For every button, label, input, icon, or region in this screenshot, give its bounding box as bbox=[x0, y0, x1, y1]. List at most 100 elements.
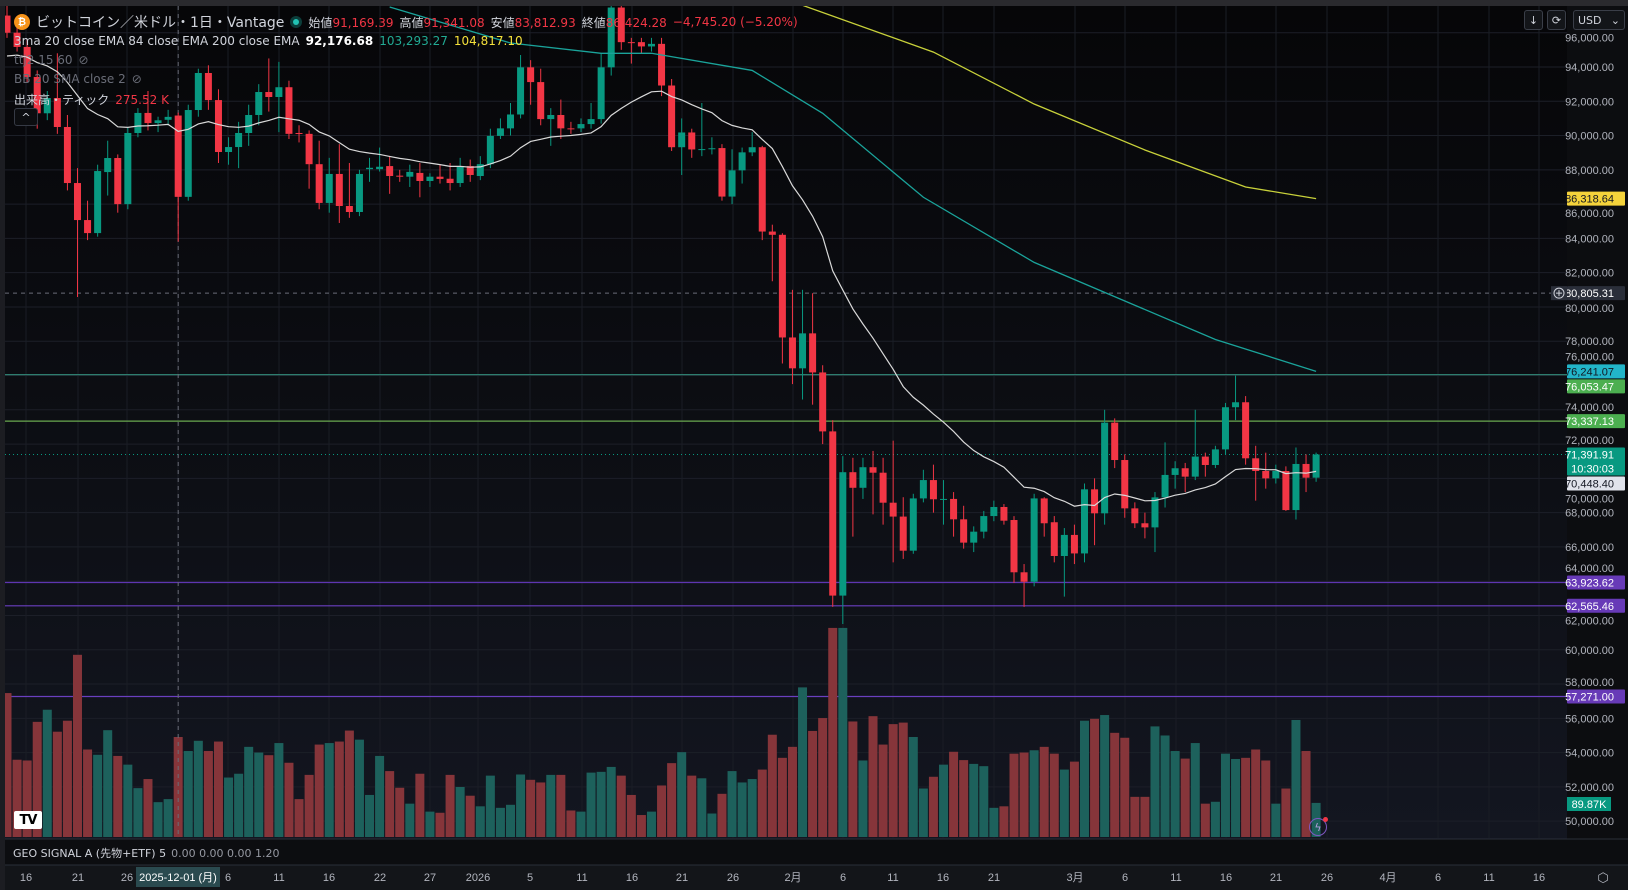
candle bbox=[1050, 516, 1058, 563]
volume-bar bbox=[183, 751, 193, 837]
time-axis-label: 26 bbox=[727, 872, 739, 884]
candle-body bbox=[1242, 402, 1250, 459]
candle bbox=[396, 169, 404, 182]
time-axis-label: 16 bbox=[1220, 872, 1232, 884]
candle-body bbox=[486, 135, 494, 165]
price-axis-label: 88,000.00 bbox=[1565, 165, 1614, 177]
candle-body bbox=[909, 498, 917, 551]
candle-body bbox=[1040, 498, 1048, 524]
candle bbox=[305, 130, 313, 189]
bb-label[interactable]: BB 20 SMA close 2 bbox=[14, 72, 126, 86]
candle-body bbox=[33, 76, 41, 114]
volume-bar bbox=[1210, 801, 1220, 837]
lightning-alert-icon[interactable]: ϟ bbox=[1309, 817, 1328, 836]
ema-label[interactable]: 3ma 20 close EMA 84 close EMA 200 close … bbox=[14, 34, 300, 48]
volume-bar bbox=[667, 763, 677, 837]
candle-body bbox=[1312, 454, 1320, 478]
geo-signal-name[interactable]: GEO SIGNAL A (先物+ETF) 5 bbox=[13, 847, 167, 860]
candle bbox=[355, 169, 363, 217]
volume-label[interactable]: 出来高・ティック bbox=[14, 93, 110, 107]
price-axis-label: 92,000.00 bbox=[1565, 96, 1614, 108]
candle bbox=[13, 25, 21, 52]
settings-icon[interactable]: ⬡ bbox=[1597, 871, 1608, 886]
bb-legend[interactable]: BB 20 SMA close 2 ⊘ bbox=[14, 72, 142, 86]
geo-signal-legend[interactable]: GEO SIGNAL A (先物+ETF) 5 0.00 0.00 0.00 1… bbox=[10, 845, 283, 861]
candle bbox=[748, 132, 756, 157]
volume-bar bbox=[1190, 743, 1200, 837]
candle bbox=[668, 78, 676, 151]
volume-bar bbox=[62, 720, 72, 837]
candle-body bbox=[466, 166, 474, 175]
candle bbox=[839, 456, 847, 625]
candle-body bbox=[1151, 497, 1159, 528]
candle bbox=[366, 157, 374, 182]
volume-bar bbox=[1019, 752, 1029, 837]
volume-bar bbox=[213, 741, 223, 837]
volume-legend[interactable]: 出来高・ティック 275.52 K bbox=[14, 91, 169, 108]
time-axis-background bbox=[5, 865, 1628, 890]
volume-bar bbox=[1241, 757, 1251, 837]
candle bbox=[647, 37, 655, 52]
hidden-indicator-label[interactable]: ttj2 15 60 bbox=[14, 53, 73, 67]
candle-body bbox=[376, 166, 384, 170]
candle bbox=[909, 493, 917, 554]
candle-body bbox=[134, 112, 142, 133]
plus-icon-cross bbox=[1556, 290, 1562, 297]
volume-bar bbox=[747, 779, 757, 837]
price-badge-bg bbox=[1567, 447, 1625, 476]
volume-bar bbox=[1231, 758, 1241, 837]
volume-bar bbox=[254, 752, 264, 837]
candle bbox=[758, 145, 766, 241]
time-axis-label: 16 bbox=[626, 872, 638, 884]
candle-body bbox=[547, 114, 555, 120]
ema20-line bbox=[6, 54, 1317, 507]
low-value: 83,812.93 bbox=[514, 15, 576, 30]
market-status-icon[interactable] bbox=[290, 16, 303, 28]
currency-select[interactable]: USD ⌄ bbox=[1573, 10, 1625, 30]
candle-body bbox=[607, 7, 615, 68]
candle-body bbox=[960, 519, 968, 543]
sync-button[interactable]: ⟳ bbox=[1547, 10, 1566, 30]
symbol-title[interactable]: ビットコイン／米ドル・1日・Vantage bbox=[36, 15, 285, 31]
volume-bar bbox=[546, 774, 556, 837]
price-axis-label: 72,000.00 bbox=[1565, 435, 1614, 447]
symbol-legend[interactable]: ₿ ビットコイン／米ドル・1日・Vantage 始値91,169.39 高値91… bbox=[14, 12, 798, 32]
volume-bar bbox=[1049, 753, 1059, 837]
volume-bar bbox=[344, 730, 354, 837]
tradingview-logo[interactable]: TV bbox=[14, 811, 42, 829]
volume-bar bbox=[949, 751, 959, 837]
candle-body bbox=[1262, 470, 1270, 479]
price-badge-bg bbox=[1567, 379, 1625, 394]
price-axis-label: 78,000.00 bbox=[1565, 336, 1614, 348]
volume-bar bbox=[959, 760, 969, 837]
candle bbox=[1201, 452, 1209, 477]
candle bbox=[1040, 497, 1048, 537]
volume-bar bbox=[878, 744, 888, 837]
volume-bar bbox=[727, 771, 737, 837]
close-value: 86,424.28 bbox=[605, 15, 667, 30]
candle-body bbox=[940, 498, 948, 500]
candle-body bbox=[325, 173, 333, 203]
eye-slash-icon[interactable]: ⊘ bbox=[131, 72, 142, 86]
ema84-line bbox=[389, 6, 1317, 373]
candle bbox=[456, 157, 464, 187]
candle-body bbox=[5, 15, 11, 33]
collapse-legend-button[interactable]: ^ bbox=[14, 108, 38, 126]
volume-bar bbox=[707, 813, 717, 837]
change-value: −4,745.20 (−5.20%) bbox=[672, 15, 798, 29]
scroll-to-latest-button[interactable]: ↓ bbox=[1524, 10, 1543, 30]
hidden-indicator-legend[interactable]: ttj2 15 60 ⊘ bbox=[14, 53, 89, 67]
price-axis-label: 86,000.00 bbox=[1565, 208, 1614, 220]
time-axis-label: 11 bbox=[576, 872, 587, 884]
price-badge-bg bbox=[1567, 575, 1625, 590]
time-axis-label: 11 bbox=[1483, 872, 1494, 884]
price-axis-label: 74,000.00 bbox=[1565, 402, 1614, 414]
ema20-value: 92,176.68 bbox=[305, 34, 374, 48]
candle bbox=[406, 164, 414, 187]
volume-bar bbox=[475, 806, 485, 837]
top-border bbox=[0, 0, 1628, 6]
candle bbox=[819, 365, 827, 445]
ema-legend[interactable]: 3ma 20 close EMA 84 close EMA 200 close … bbox=[14, 34, 523, 48]
eye-slash-icon[interactable]: ⊘ bbox=[78, 53, 89, 67]
